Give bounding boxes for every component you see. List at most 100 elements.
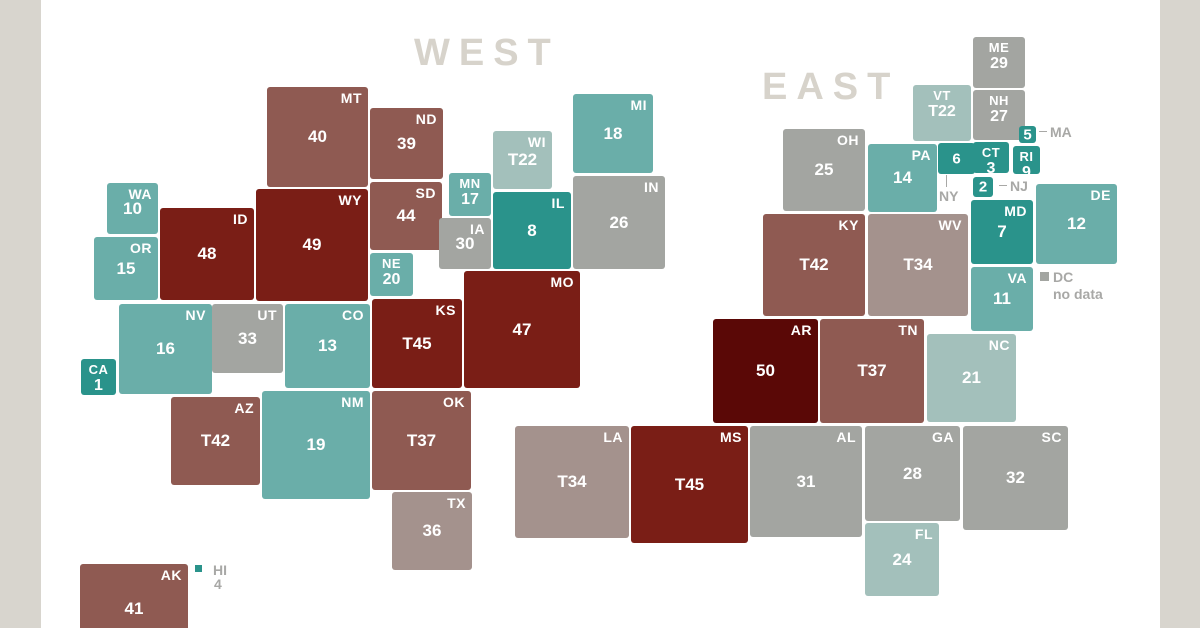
state-tile-ny: 6 — [938, 143, 975, 174]
state-tile-va: VA 11 — [971, 267, 1033, 331]
dc-note: no data — [1053, 286, 1103, 302]
state-abbr: ME — [988, 40, 1010, 55]
region-label-east: EAST — [762, 66, 900, 108]
state-rank: 41 — [124, 599, 144, 618]
state-abbr: VA — [1007, 270, 1027, 286]
state-abbr: WY — [338, 192, 362, 208]
state-rank: 28 — [903, 463, 922, 483]
dc-marker — [1040, 272, 1049, 281]
state-rank: 32 — [1006, 468, 1025, 487]
state-abbr: AR — [790, 322, 812, 338]
state-rank: 44 — [396, 206, 416, 225]
state-tile-in: IN 26 — [573, 176, 665, 269]
state-rank: 29 — [990, 55, 1008, 72]
state-abbr: AK — [160, 567, 182, 583]
state-tile-ne: NE 20 — [370, 253, 413, 296]
state-rank: 31 — [796, 471, 816, 491]
state-tile-co: CO 13 — [285, 304, 370, 388]
state-abbr: IN — [644, 179, 659, 195]
state-rank: 49 — [302, 235, 322, 254]
state-abbr: ID — [233, 211, 248, 227]
state-abbr: MS — [720, 429, 742, 445]
state-rank: 10 — [123, 198, 142, 218]
hi-label: HI — [213, 562, 227, 578]
state-tile-tx: TX 36 — [392, 492, 472, 570]
state-tile-al: AL 31 — [750, 426, 862, 537]
state-tile-sc: SC 32 — [963, 426, 1068, 530]
state-abbr: PA — [911, 147, 931, 163]
state-abbr: AZ — [234, 400, 254, 416]
state-rank: 40 — [308, 127, 327, 146]
state-tile-wa: WA 10 — [107, 183, 158, 234]
state-tile-ma: 5 — [1019, 126, 1036, 143]
state-tile-nj: 2 — [973, 177, 993, 197]
state-rank: 2 — [978, 178, 988, 196]
state-tile-ar: AR 50 — [713, 319, 818, 423]
nj-label: NJ — [1010, 178, 1028, 194]
state-rank: 1 — [94, 377, 103, 394]
state-rank: 9 — [1022, 164, 1031, 181]
state-tile-wi: WI T22 — [493, 131, 552, 189]
state-rank: 50 — [756, 361, 775, 380]
state-rank: 11 — [993, 289, 1011, 308]
state-tile-ok: OK T37 — [372, 391, 471, 490]
dc-label: DC — [1053, 269, 1074, 285]
state-rank: T37 — [857, 361, 887, 380]
state-tile-nv: NV 16 — [119, 304, 212, 394]
state-rank: 30 — [455, 233, 475, 253]
state-abbr: GA — [932, 429, 954, 445]
state-rank: 36 — [422, 521, 442, 540]
state-tile-ca: CA 1 — [81, 359, 116, 395]
state-tile-sd: SD 44 — [370, 182, 442, 250]
state-abbr: NV — [185, 307, 206, 323]
state-abbr: WA — [128, 186, 152, 202]
state-rank: T34 — [903, 255, 933, 274]
state-abbr: UT — [257, 307, 277, 323]
state-abbr: DE — [1090, 187, 1111, 203]
region-label-west: WEST — [414, 32, 560, 74]
state-tile-me: ME 29 — [973, 37, 1025, 88]
state-abbr: NH — [989, 93, 1009, 108]
state-rank: T45 — [674, 474, 705, 494]
state-abbr: IL — [551, 195, 565, 211]
state-abbr: WI — [527, 134, 546, 150]
state-tile-nd: ND 39 — [370, 108, 443, 179]
hi-marker — [195, 565, 202, 572]
state-abbr: KS — [435, 302, 456, 318]
state-abbr: KY — [838, 217, 859, 233]
state-abbr: CO — [342, 307, 364, 323]
state-tile-mo: MO 47 — [464, 271, 580, 388]
state-tile-mi: MI 18 — [573, 94, 653, 173]
ma-label: MA — [1050, 124, 1072, 140]
state-rank: T22 — [928, 103, 956, 120]
state-tile-la: LA T34 — [515, 426, 629, 538]
state-abbr: LA — [603, 429, 623, 445]
nj-leader-line — [999, 185, 1007, 186]
state-rank: 47 — [512, 319, 532, 339]
state-tile-oh: OH 25 — [783, 129, 865, 211]
state-abbr: SC — [1041, 429, 1062, 445]
state-abbr: MN — [459, 176, 481, 191]
state-tile-ut: UT 33 — [212, 304, 283, 373]
state-tile-az: AZ T42 — [171, 397, 260, 485]
state-rank: T22 — [507, 150, 538, 169]
state-ranking-tile-map: WEST EAST ME 29 VT T22 NH 27 5 6 CT 3 RI 9 2 MI 18 OH 25… — [41, 0, 1160, 628]
state-rank: 48 — [197, 244, 217, 263]
state-tile-mn: MN 17 — [449, 173, 491, 216]
state-rank: 17 — [461, 191, 479, 208]
state-tile-nh: NH 27 — [973, 90, 1025, 140]
state-abbr: AL — [836, 429, 856, 445]
state-abbr: OK — [443, 394, 465, 410]
state-tile-ak: AK 41 — [80, 564, 188, 628]
state-tile-vt: VT T22 — [913, 85, 971, 141]
state-rank: 5 — [1023, 126, 1032, 143]
state-abbr: VT — [933, 88, 951, 103]
state-abbr: MT — [340, 90, 362, 106]
state-rank: 18 — [603, 123, 623, 143]
state-tile-ks: KS T45 — [372, 299, 462, 388]
state-rank: 39 — [397, 133, 416, 153]
state-abbr: IA — [470, 221, 485, 237]
state-rank: 20 — [382, 271, 401, 288]
state-rank: T45 — [402, 333, 432, 353]
ny-leader-line — [946, 175, 947, 187]
